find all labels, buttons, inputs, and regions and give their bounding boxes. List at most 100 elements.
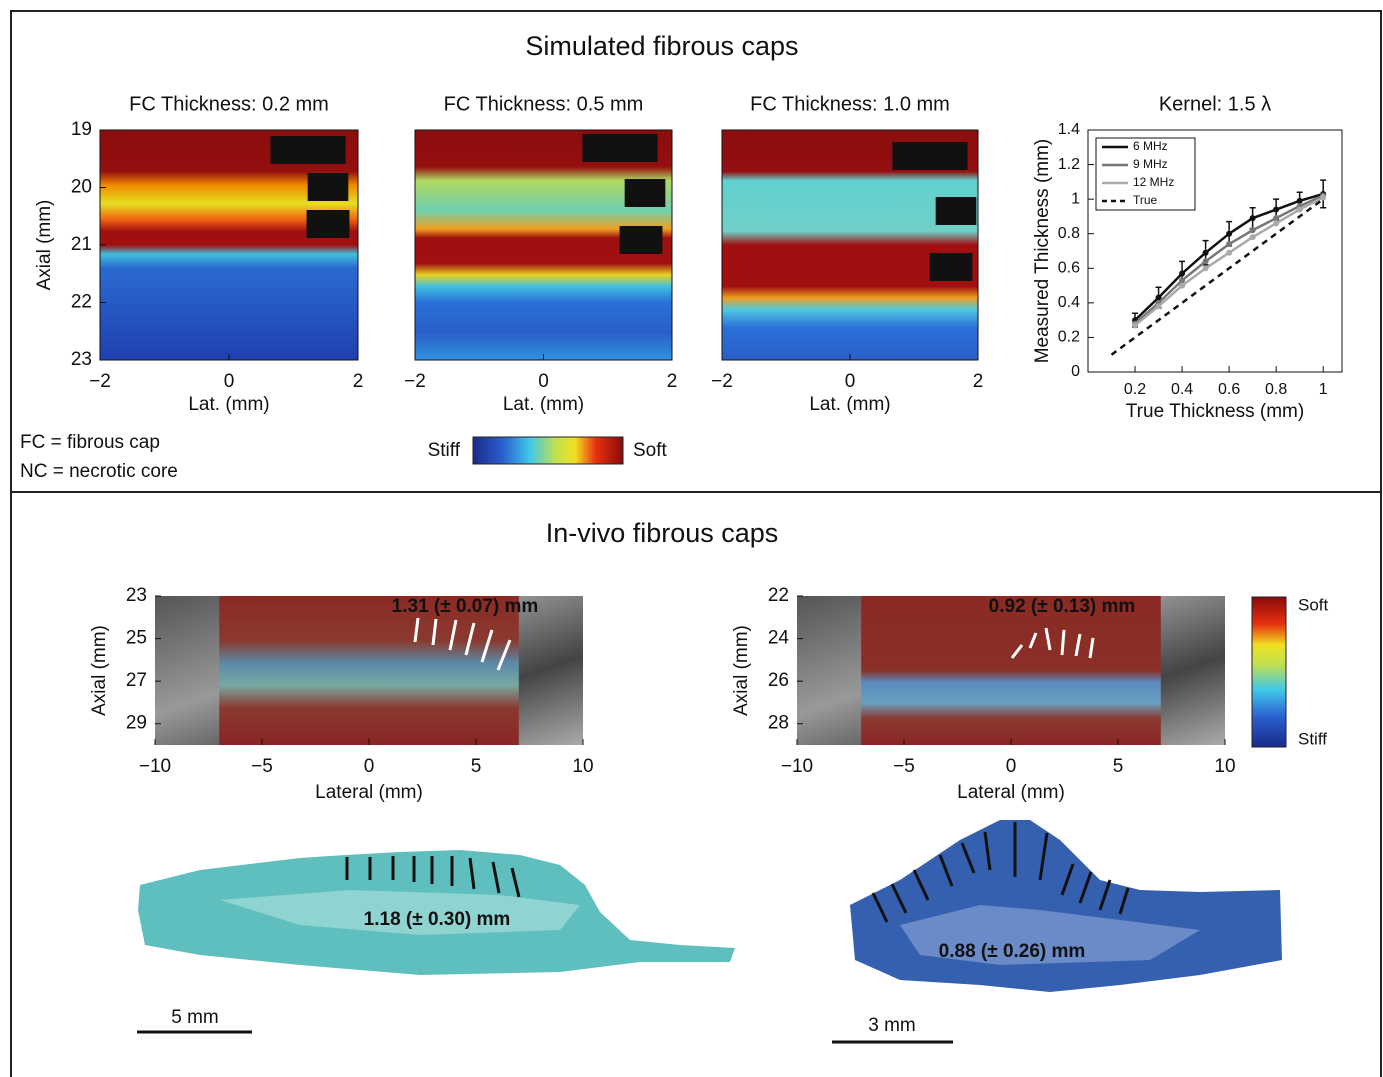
measurement: 1.18 (± 0.30) mm [364,909,511,930]
colorbar-label: Stiff [428,440,461,461]
x-tick-label: 0 [1006,756,1017,777]
marker [1203,258,1209,264]
y-tick-label: 27 [126,670,147,691]
y-tick-label: 0.8 [1058,225,1080,242]
y-axis-label: Axial (mm) [89,625,110,716]
heatmap-image [100,130,358,360]
x-tick-label: −2 [404,371,426,392]
x-tick-label: −2 [711,371,733,392]
annotation: FC [936,197,977,225]
x-tick-label: 2 [973,371,984,392]
y-tick-label: 25 [126,628,147,649]
annotation-label: Lumen [277,138,338,160]
y-tick-label: 21 [71,234,92,255]
y-axis-label: Measured Thickness (mm) [1032,139,1053,364]
section-title: In-vivo fibrous caps [546,518,779,548]
annotation-label: NC [937,255,966,277]
x-tick-label: −5 [893,756,915,777]
annotation: NC [307,210,350,238]
legend-label: 12 MHz [1133,175,1174,189]
legend-label: True [1133,193,1158,207]
annotation-label: 0.92 (± 0.13) mm [989,596,1136,617]
x-axis-label: Lateral (mm) [315,782,423,803]
scale-label: 5 mm [171,1007,219,1028]
x-tick-label: −10 [781,756,813,777]
y-tick-label: 0 [1071,363,1080,380]
y-tick-label: 22 [768,585,789,606]
x-tick-label: 0 [845,371,856,392]
y-tick-label: 22 [71,292,92,313]
annotation-label: 1.31 (± 0.07) mm [392,596,539,617]
y-tick-label: 20 [71,177,92,198]
annotation-label: Lumen [589,136,650,158]
annotation: Lumen [582,134,657,162]
annotation-label: Lumen [899,144,960,166]
x-axis-label: Lateral (mm) [957,782,1065,803]
x-tick-label: 10 [572,756,593,777]
scale-label: 3 mm [868,1015,916,1036]
x-tick-label: 0.8 [1265,381,1287,398]
y-tick-label: 0.2 [1058,329,1080,346]
note: FC = fibrous cap [20,432,160,453]
y-axis-label: Axial (mm) [731,625,752,716]
x-tick-label: 2 [353,371,364,392]
x-tick-label: 0.2 [1124,381,1146,398]
legend-label: 9 MHz [1133,157,1168,171]
marker [1250,234,1256,240]
annotation-label: NC [314,212,343,234]
panel-title: FC Thickness: 0.2 mm [129,93,329,115]
x-axis-label: Lat. (mm) [188,394,269,415]
y-tick-label: 1.4 [1058,121,1080,138]
marker [1273,215,1279,221]
y-tick-label: 23 [71,349,92,370]
x-tick-label: 0 [364,756,375,777]
marker [1320,194,1326,200]
marker [1226,250,1232,256]
y-tick-label: 24 [768,628,790,649]
y-tick-label: 1 [1071,190,1080,207]
panel-title: FC Thickness: 0.5 mm [444,93,644,115]
y-axis-label: Axial (mm) [34,200,55,291]
y-tick-label: 0.6 [1058,260,1080,277]
x-tick-label: 0 [538,371,549,392]
annotation-label: FC [315,175,342,197]
histology-left [137,850,735,1032]
marker [1156,303,1162,309]
strain-overlay [219,596,519,745]
section-title: Simulated fibrous caps [525,31,798,61]
y-tick-label: 1.2 [1058,156,1080,173]
marker [1226,241,1232,247]
marker [1203,265,1209,271]
colorbar-label: Soft [1298,595,1329,614]
marker [1179,283,1185,289]
strain-overlay [861,596,1161,745]
x-tick-label: −5 [251,756,273,777]
x-tick-label: −10 [139,756,171,777]
legend-label: 6 MHz [1133,139,1168,153]
colorbar-label: Soft [633,440,668,461]
marker [1297,207,1303,213]
note: NC = necrotic core [20,461,178,482]
annotation: NC [620,226,663,254]
x-tick-label: 1 [1319,381,1328,398]
marker [1250,227,1256,233]
panel-title: Kernel: 1.5 λ [1159,93,1271,115]
colorbar-label: Stiff [1298,729,1327,748]
x-tick-label: 0.6 [1218,381,1240,398]
colorbar [473,437,623,464]
y-tick-label: 26 [768,670,789,691]
y-tick-label: 23 [126,585,147,606]
annotation: NC [930,253,973,281]
y-tick-label: 0.4 [1058,294,1080,311]
histology-right [832,820,1282,1042]
y-tick-label: 28 [768,713,789,734]
colorbar [1252,597,1286,747]
annotation: Lumen [892,142,967,170]
x-tick-label: 0.4 [1171,381,1193,398]
annotation-label: NC [627,228,656,250]
annotation: FC [625,179,666,207]
x-tick-label: 5 [471,756,482,777]
y-tick-label: 29 [126,713,147,734]
x-axis-label: True Thickness (mm) [1126,401,1304,422]
thickness-tick [1062,630,1064,655]
